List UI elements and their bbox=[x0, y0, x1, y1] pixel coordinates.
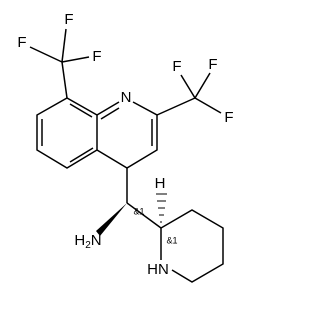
bond bbox=[156, 97, 196, 116]
atom-label: N bbox=[121, 89, 132, 106]
bond bbox=[61, 28, 67, 63]
bond bbox=[61, 56, 90, 63]
atom-label: H bbox=[74, 232, 85, 249]
bond bbox=[194, 72, 211, 99]
atom-label: N bbox=[91, 232, 102, 249]
piperidine-ring bbox=[160, 209, 224, 283]
wedge-bond bbox=[96, 203, 127, 236]
bond bbox=[126, 202, 162, 229]
atom-label: H2N bbox=[74, 232, 101, 251]
double-bond bbox=[69, 103, 93, 118]
double-bond bbox=[100, 107, 120, 120]
atom-label: H bbox=[155, 175, 166, 192]
double-bond bbox=[69, 147, 94, 163]
bond bbox=[180, 74, 196, 99]
molecule: F F F N F F F &1 &1 H H2N HN bbox=[17, 11, 234, 283]
atom-label: F bbox=[172, 58, 181, 75]
benzene-ring bbox=[36, 97, 98, 169]
atom-label: HN bbox=[147, 261, 169, 278]
atom-label: F bbox=[64, 11, 73, 28]
pyridine-ring bbox=[96, 101, 158, 169]
bond bbox=[29, 46, 63, 63]
atom-label: F bbox=[224, 109, 233, 126]
atom-label: F bbox=[92, 48, 101, 65]
atom-label: F bbox=[17, 34, 26, 51]
stereo-label: &1 bbox=[166, 235, 177, 245]
bond bbox=[61, 61, 68, 99]
atom-label: F bbox=[208, 56, 217, 73]
bond bbox=[96, 101, 120, 116]
bond bbox=[194, 97, 222, 114]
bonds bbox=[29, 28, 224, 283]
stereo-label: &1 bbox=[133, 206, 144, 216]
subscript: 2 bbox=[85, 240, 91, 251]
hashed-bond bbox=[156, 193, 167, 223]
